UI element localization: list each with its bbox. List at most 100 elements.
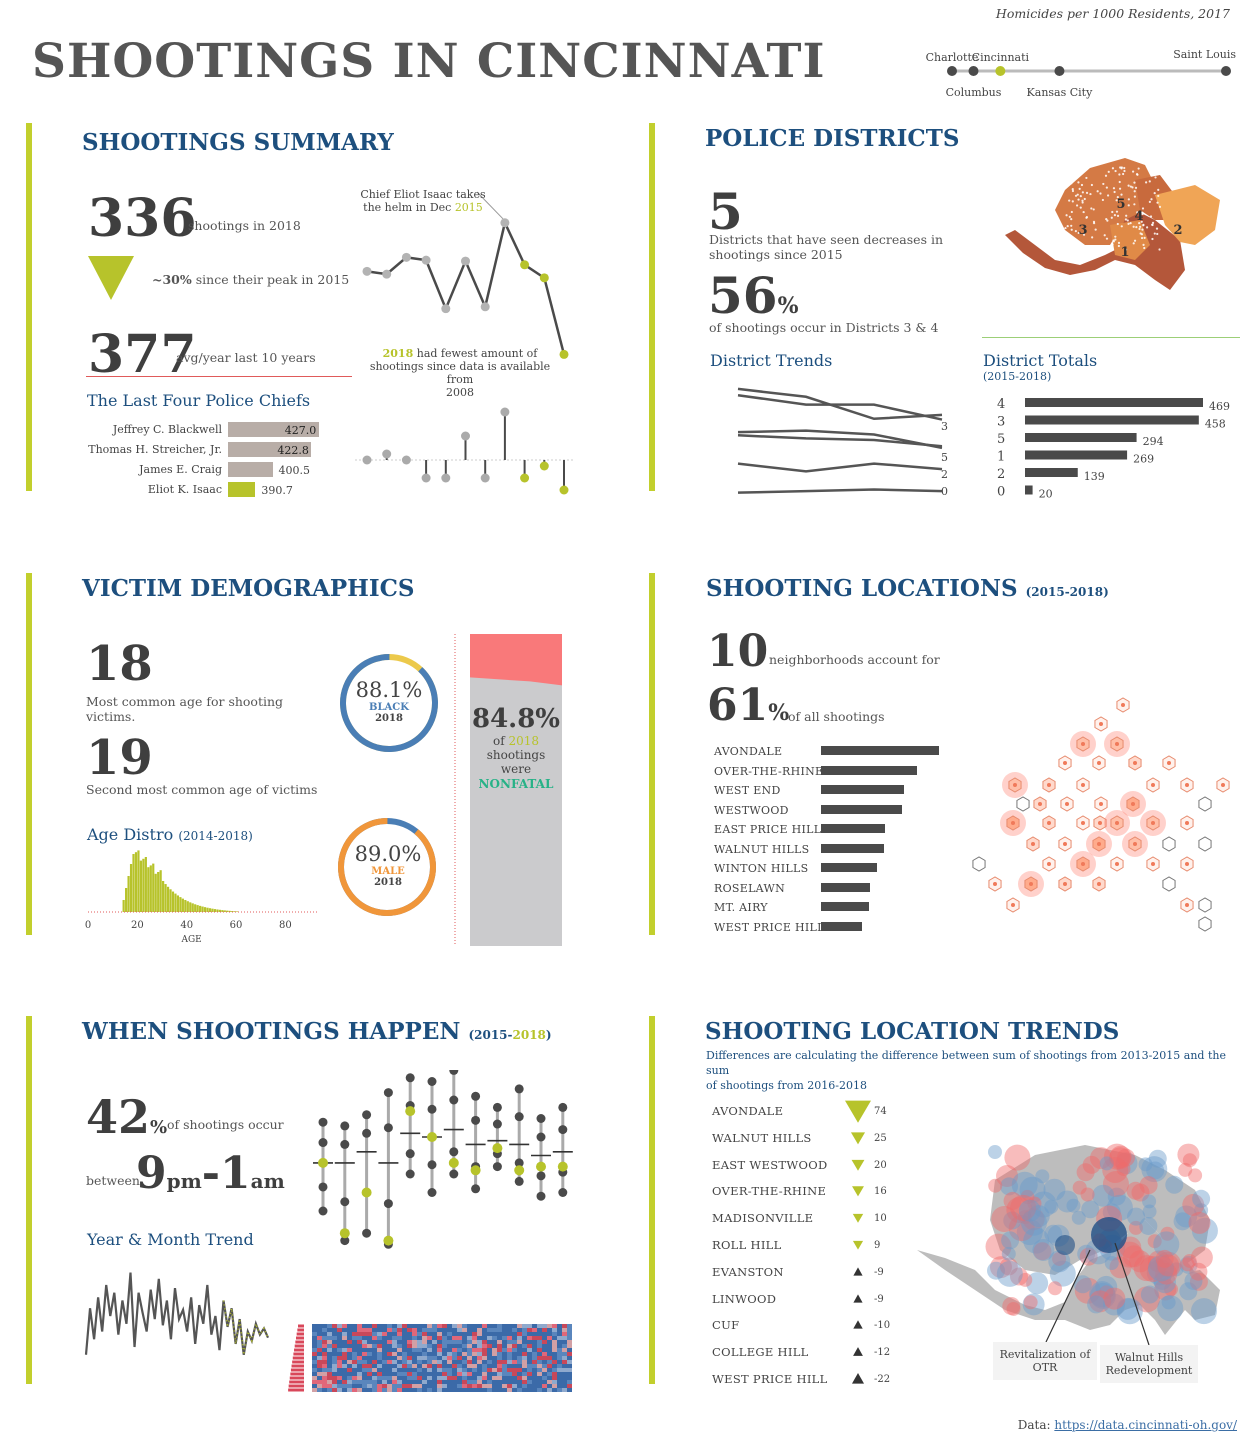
- age-bar: [139, 860, 143, 912]
- heat-cell: [512, 1324, 517, 1328]
- trend-arrow: [852, 1186, 864, 1197]
- heat-cell: [357, 1332, 362, 1336]
- heat-cell: [342, 1376, 347, 1380]
- heat-cell: [562, 1328, 567, 1332]
- heat-cell: [382, 1336, 387, 1340]
- hour-bar: [288, 1384, 304, 1388]
- heat-cell: [407, 1360, 412, 1364]
- range-dot: [383, 1088, 393, 1098]
- chief-value: 427.0: [284, 424, 317, 437]
- heat-cell: [362, 1340, 367, 1344]
- heat-cell: [472, 1364, 477, 1368]
- heat-cell: [342, 1368, 347, 1372]
- heat-cell: [492, 1360, 497, 1364]
- heat-cell: [412, 1368, 417, 1372]
- heat-cell: [357, 1336, 362, 1340]
- heat-cell: [532, 1348, 537, 1352]
- trend-up-arrow-icon: [853, 1320, 863, 1330]
- heat-blob: [1020, 1189, 1035, 1204]
- heat-blob: [1175, 1205, 1198, 1228]
- heat-cell: [527, 1372, 532, 1376]
- heat-blob: [1087, 1295, 1106, 1314]
- range-dot: [427, 1104, 437, 1114]
- heat-cell: [332, 1376, 337, 1380]
- heat-cell: [332, 1372, 337, 1376]
- when-t2: 1: [220, 1148, 251, 1199]
- heat-cell: [337, 1384, 342, 1388]
- heat-cell: [502, 1368, 507, 1372]
- heat-cell: [502, 1352, 507, 1356]
- heat-cell: [532, 1388, 537, 1392]
- heat-cell: [342, 1332, 347, 1336]
- heat-blob: [1116, 1148, 1135, 1167]
- incident-dot: [1127, 198, 1130, 201]
- incident-dot: [1116, 222, 1119, 226]
- heat-cell: [517, 1348, 522, 1352]
- heat-cell: [502, 1360, 507, 1364]
- heat-cell: [347, 1388, 352, 1392]
- hour-bar: [292, 1360, 304, 1364]
- incident-dot: [1069, 176, 1072, 179]
- trend-down-arrow-icon: [850, 1132, 866, 1145]
- data-source-link[interactable]: https://data.cincinnati-oh.gov/: [1054, 1418, 1237, 1432]
- heat-cell: [402, 1368, 407, 1372]
- heat-cell: [542, 1388, 547, 1392]
- incident-dot: [1158, 205, 1162, 208]
- heat-cell: [502, 1376, 507, 1380]
- heat-cell: [442, 1352, 447, 1356]
- heat-cell: [492, 1364, 497, 1368]
- heat-blob: [1161, 1295, 1176, 1310]
- heat-cell: [337, 1364, 342, 1368]
- heat-cell: [477, 1368, 482, 1372]
- heat-cell: [392, 1324, 397, 1328]
- hex-center: [1063, 882, 1067, 886]
- incident-dot: [1076, 193, 1079, 196]
- heat-blob: [1104, 1256, 1119, 1271]
- age-bar: [221, 910, 224, 912]
- heat-cell: [457, 1348, 462, 1352]
- heat-cell: [407, 1364, 412, 1368]
- heat-cell: [462, 1388, 467, 1392]
- heat-cell: [352, 1368, 357, 1372]
- heat-cell: [507, 1388, 512, 1392]
- heat-cell: [467, 1364, 472, 1368]
- neighborhood-bar: [821, 902, 869, 911]
- heat-cell: [467, 1376, 472, 1380]
- heat-cell: [567, 1324, 572, 1328]
- range-dot: [318, 1206, 328, 1216]
- data-point: [559, 349, 569, 359]
- heat-cell: [442, 1356, 447, 1360]
- heat-cell: [447, 1332, 452, 1336]
- age-tick-label: 40: [180, 920, 193, 931]
- heat-cell: [522, 1388, 527, 1392]
- heat-cell: [372, 1356, 377, 1360]
- heat-blob: [1076, 1163, 1095, 1182]
- heat-blob: [1103, 1287, 1126, 1310]
- incident-dot: [1080, 243, 1083, 246]
- callout-leader: [1114, 1242, 1150, 1346]
- black-year: 2018: [375, 713, 403, 724]
- age-tick-label: 60: [230, 920, 243, 931]
- heat-cell: [417, 1340, 422, 1344]
- heat-blob: [1022, 1293, 1045, 1316]
- heat-cell: [387, 1348, 392, 1352]
- heat-cell: [562, 1344, 567, 1348]
- nonfatal-pct: 84.8%: [471, 704, 561, 734]
- heat-cell: [397, 1360, 402, 1364]
- locations-count-label: neighborhoods account for: [769, 652, 940, 667]
- heat-cell: [317, 1340, 322, 1344]
- heat-cell: [547, 1368, 552, 1372]
- incident-dot: [1090, 207, 1093, 210]
- heat-cell: [447, 1368, 452, 1372]
- heat-blob: [1133, 1255, 1160, 1282]
- heat-cell: [522, 1352, 527, 1356]
- trend-value: 20: [874, 1159, 887, 1171]
- heat-cell: [317, 1324, 322, 1328]
- heat-cell: [357, 1352, 362, 1356]
- range-dot: [492, 1102, 502, 1112]
- age-bar: [189, 902, 192, 912]
- heat-cell: [327, 1352, 332, 1356]
- heat-cell: [397, 1384, 402, 1388]
- heat-cell: [402, 1344, 407, 1348]
- locations-title-sub: (2015-2018): [1025, 585, 1109, 599]
